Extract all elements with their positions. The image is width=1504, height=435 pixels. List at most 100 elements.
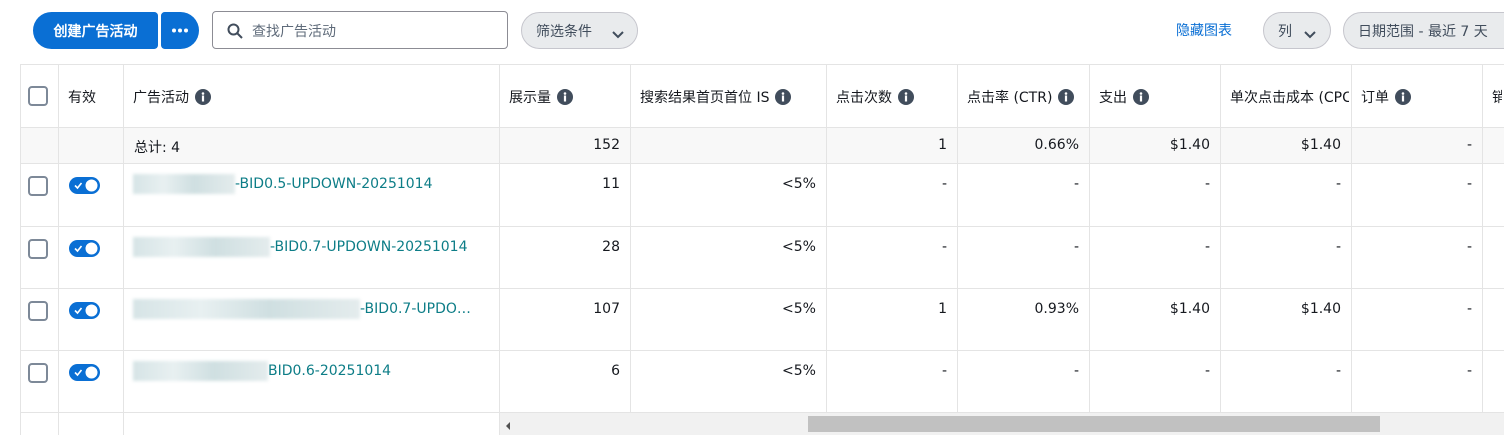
checkbox[interactable] (28, 86, 48, 106)
metric-cell: <5% (782, 301, 816, 317)
search-box[interactable]: 查找广告活动 (212, 11, 508, 49)
info-icon[interactable] (557, 89, 573, 105)
scrollbar-thumb[interactable] (808, 416, 1380, 432)
info-icon[interactable] (1395, 89, 1411, 105)
column-header[interactable]: 订单 (1361, 86, 1480, 108)
column-border (1089, 64, 1090, 412)
metric-cell: <5% (782, 176, 816, 192)
status-toggle-svg (69, 177, 100, 194)
info-icon-svg (195, 89, 211, 105)
campaign-link[interactable]: BID0.6-20251014 (268, 363, 392, 379)
header-label: 订单 (1361, 90, 1389, 106)
checkbox[interactable] (28, 363, 48, 383)
column-header[interactable]: 点击率 (CTR) (967, 86, 1087, 108)
scroll-left-arrow[interactable] (504, 419, 512, 430)
total-cell: 1 (938, 137, 947, 153)
more-button[interactable] (161, 12, 199, 49)
filter-button[interactable]: 筛选条件 (521, 12, 638, 49)
metric-cell: 107 (593, 301, 620, 317)
columns-button[interactable]: 列 (1263, 12, 1331, 49)
total-cell: 152 (593, 137, 620, 153)
row-border (20, 163, 1504, 164)
column-border (58, 64, 59, 435)
status-toggle[interactable] (69, 302, 100, 319)
total-cell: $1.40 (1300, 137, 1341, 153)
metric-cell: $1.40 (1300, 301, 1341, 317)
info-icon[interactable] (1133, 89, 1149, 105)
column-border (20, 64, 21, 435)
checkbox[interactable] (28, 239, 48, 259)
create-button[interactable]: 创建广告活动 (33, 12, 158, 49)
metric-cell: - (1073, 363, 1079, 379)
redacted-name (133, 299, 360, 319)
metric-cell: - (1335, 239, 1341, 255)
header-label: 展示量 (509, 90, 551, 106)
metric-cell: 0.93% (1034, 301, 1079, 317)
column-header[interactable]: 广告活动 (133, 86, 497, 108)
header-label: 广告活动 (133, 90, 189, 106)
campaign-link[interactable]: -BID0.7-UPDOWN-20251014 (270, 239, 468, 255)
metric-cell: - (941, 363, 947, 379)
info-icon-svg (557, 89, 573, 105)
metric-cell: 1 (938, 301, 947, 317)
more-button-svg (172, 28, 188, 33)
status-toggle[interactable] (69, 240, 100, 257)
column-border (1482, 64, 1483, 412)
search-icon (227, 23, 243, 39)
hide-chart-link[interactable]: 隐藏图表 (1176, 23, 1232, 39)
metric-cell: <5% (782, 239, 816, 255)
info-icon-svg (898, 89, 914, 105)
checkbox[interactable] (28, 176, 48, 196)
metric-cell: - (941, 176, 947, 192)
chevron (1304, 27, 1316, 39)
column-border (957, 64, 958, 412)
status-toggle[interactable] (69, 364, 100, 381)
header-label: 单次点击成本 (CPC (1230, 90, 1349, 106)
column-header[interactable]: 搜索结果首页首位 IS (640, 86, 824, 108)
checkbox[interactable] (28, 301, 48, 321)
metric-cell: - (1204, 363, 1210, 379)
column-header[interactable]: 点击次数 (836, 86, 955, 108)
row-border (20, 226, 1504, 227)
total-cell: - (1466, 137, 1472, 153)
column-header[interactable]: 有效 (68, 86, 121, 108)
date-range-label: 日期范围 - 最近 7 天 (1358, 24, 1488, 40)
chevron (612, 27, 624, 39)
info-icon-svg (775, 89, 792, 105)
metric-cell: - (1335, 176, 1341, 192)
column-header[interactable]: 支出 (1099, 86, 1218, 108)
column-border (1351, 64, 1352, 412)
metric-cell: 6 (611, 363, 620, 379)
column-header[interactable]: 展示量 (509, 86, 628, 108)
column-border (1220, 64, 1221, 412)
total-row-bg (20, 127, 1504, 163)
metric-cell: $1.40 (1169, 301, 1210, 317)
info-icon[interactable] (195, 89, 211, 105)
header-label: 有效 (68, 90, 96, 106)
status-toggle[interactable] (69, 177, 100, 194)
info-icon-svg (1395, 89, 1411, 105)
info-icon[interactable] (1058, 89, 1075, 105)
campaign-link[interactable]: -BID0.5-UPDOWN-20251014 (235, 176, 433, 192)
header-label: 点击次数 (836, 90, 892, 106)
scroll-left-arrow-svg (506, 422, 510, 430)
metric-cell: - (1466, 363, 1472, 379)
campaign-link[interactable]: -BID0.7-UPDO… (360, 301, 471, 317)
metric-cell: - (1204, 176, 1210, 192)
info-icon[interactable] (775, 89, 792, 105)
metric-cell: - (1335, 363, 1341, 379)
date-range-button[interactable]: 日期范围 - 最近 7 天 (1343, 12, 1504, 49)
row-border (20, 412, 1504, 413)
status-toggle-svg (69, 364, 100, 381)
column-header[interactable]: 单次点击成本 (CPC (1230, 86, 1349, 108)
header-label: 搜索结果首页首位 IS (640, 90, 770, 106)
row-border (20, 64, 1504, 65)
search-placeholder: 查找广告活动 (252, 24, 336, 40)
info-icon[interactable] (898, 89, 914, 105)
header-label: 销 (1492, 90, 1502, 106)
column-header[interactable]: 销 (1492, 86, 1502, 108)
row-border (20, 288, 1504, 289)
metric-cell: - (941, 239, 947, 255)
metric-cell: - (1466, 301, 1472, 317)
